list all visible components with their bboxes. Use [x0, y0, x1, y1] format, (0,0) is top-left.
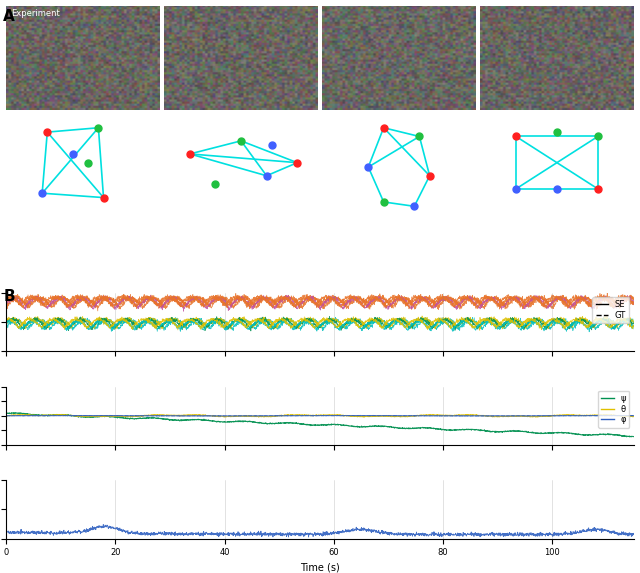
X-axis label: Time (s): Time (s) — [300, 563, 340, 573]
Text: 90 s: 90 s — [547, 230, 567, 240]
Legend: SE, GT: SE, GT — [593, 297, 629, 323]
Text: Experiment: Experiment — [11, 9, 60, 18]
Text: 60 s: 60 s — [388, 230, 409, 240]
Text: B: B — [3, 289, 15, 304]
Text: A: A — [3, 9, 15, 23]
Text: 30 s: 30 s — [231, 230, 252, 240]
Text: 0 s: 0 s — [76, 230, 90, 240]
Legend: ψ, θ, φ: ψ, θ, φ — [598, 391, 629, 427]
Text: State Estimation: State Estimation — [11, 118, 81, 127]
